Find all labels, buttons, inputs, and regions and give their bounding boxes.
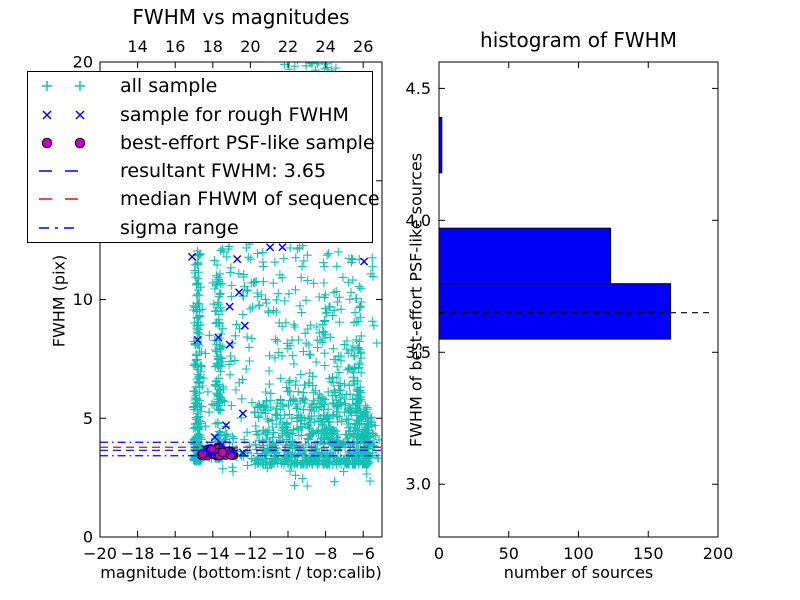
- tick-label: 50: [499, 544, 519, 563]
- left-plot-ylabel: FWHM (pix): [49, 254, 69, 348]
- legend-item-label: best-effort PSF-like sample: [120, 131, 375, 154]
- tick-label: 16: [165, 37, 185, 56]
- left-plot-xlabel: magnitude (bottom:isnt / top:calib): [100, 563, 382, 582]
- legend-marker-plus-icon: [42, 81, 85, 92]
- tick-label: 200: [703, 544, 734, 563]
- right-plot-title: histogram of FWHM: [480, 28, 677, 52]
- histogram-bar: [438, 283, 672, 340]
- tick-label: −8: [314, 544, 338, 563]
- left-plot-area: [100, 62, 382, 491]
- legend-item-label: sample for rough FWHM: [120, 103, 349, 126]
- legend-marker-circle-icon: [41, 137, 86, 149]
- tick-label: 100: [563, 544, 594, 563]
- all-sample-markers: [238, 239, 268, 314]
- legend-item-2: best-effort PSF-like sample: [28, 129, 375, 157]
- legend-marker-glyph: [42, 110, 52, 120]
- legend-item-3: resultant FWHM: 3.65: [28, 157, 372, 185]
- psf-sample-marker: [197, 449, 208, 459]
- tick-label: 4.0: [406, 211, 431, 230]
- tick-label: 20: [240, 37, 260, 56]
- right-plot-xlabel: number of sources: [503, 563, 654, 582]
- all-sample-markers: [258, 241, 366, 409]
- tick-label: 10: [73, 290, 93, 309]
- all-sample-markers: [218, 461, 375, 491]
- psf-sample-marker: [217, 447, 228, 458]
- legend-marker-dashed-icon: [39, 170, 78, 172]
- all-sample-markers: [188, 246, 207, 466]
- tick-label: 20: [73, 53, 93, 72]
- legend-item-label: sigma range: [120, 216, 239, 239]
- tick-label: 5: [83, 409, 93, 428]
- legend-marker-glyph: [75, 81, 85, 92]
- legend-marker-glyph: [74, 137, 86, 149]
- legend-marker-dashdot-icon: [39, 226, 74, 229]
- tick-label: −6: [351, 544, 375, 563]
- rough-sample-markers: [188, 243, 369, 458]
- left-plot-title: FWHM vs magnitudes: [132, 5, 350, 29]
- tick-label: 18: [203, 37, 223, 56]
- legend-marker-glyph: [41, 137, 53, 149]
- tick-label: 0: [83, 528, 93, 547]
- legend-marker-cross-icon: [42, 110, 85, 120]
- tick-label: −18: [121, 544, 155, 563]
- tick-label: 4.5: [406, 79, 431, 98]
- tick-label: 14: [127, 37, 147, 56]
- legend-item-4: median FHWM of sequence: [28, 185, 380, 213]
- all-sample-markers: [250, 399, 374, 469]
- all-sample-markers: [280, 62, 341, 75]
- tick-label: 150: [633, 544, 664, 563]
- all-sample-markers: [197, 242, 257, 463]
- tick-label: −14: [196, 544, 230, 563]
- tick-label: 26: [353, 37, 373, 56]
- histogram-bar: [438, 227, 612, 285]
- tick-label: −10: [271, 544, 305, 563]
- tick-label: −12: [234, 544, 268, 563]
- tick-label: 3.5: [406, 343, 431, 362]
- all-sample-markers: [366, 253, 382, 348]
- tick-label: 0: [434, 544, 444, 563]
- legend-marker-glyph: [75, 110, 85, 120]
- tick-label: 22: [278, 37, 298, 56]
- legend-item-5: sigma range: [28, 214, 372, 242]
- legend-item-0: all sample: [28, 72, 372, 100]
- legend-item-label: median FHWM of sequence: [120, 188, 380, 211]
- legend-item-label: resultant FWHM: 3.65: [120, 160, 327, 183]
- legend-box: all sample sample for rough FWHM best-effo…: [27, 71, 380, 243]
- legend-marker-glyph: [42, 81, 52, 92]
- legend-item-1: sample for rough FWHM: [28, 101, 372, 129]
- tick-label: 24: [315, 37, 335, 56]
- tick-label: 3.0: [406, 475, 431, 494]
- tick-label: −16: [158, 544, 192, 563]
- legend-marker-dashed-icon: [39, 198, 78, 201]
- tick-label: −20: [83, 544, 117, 563]
- all-sample-markers: [209, 244, 228, 463]
- right-plot-ylabel: FWHM of best-effort PSF-like sources: [406, 152, 426, 448]
- legend-item-label: all sample: [120, 75, 218, 98]
